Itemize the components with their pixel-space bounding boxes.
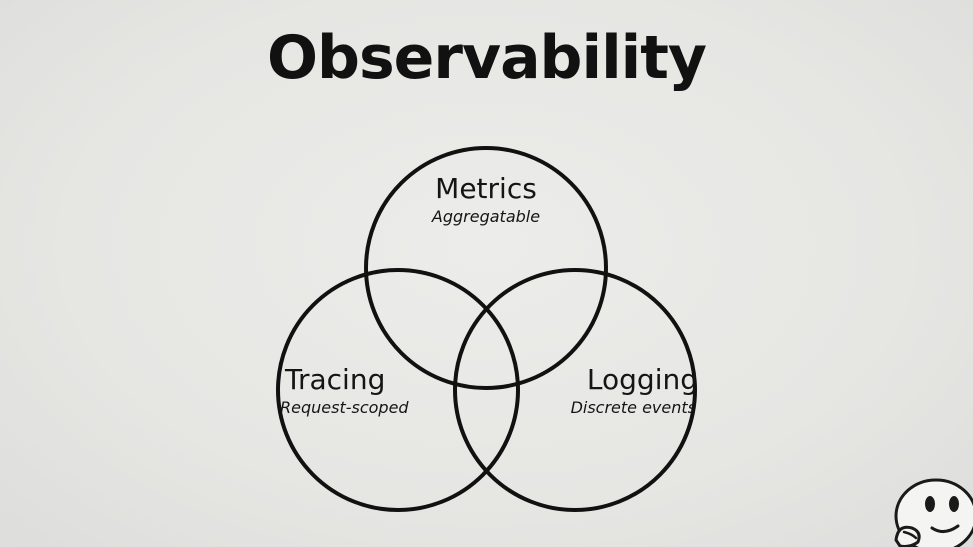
metrics-circle [364,146,608,390]
slide-title: Observability [267,23,707,93]
tracing-circle [276,268,520,512]
tracing-name: Tracing [285,363,386,396]
metrics-description: Aggregatable [431,207,541,226]
logging-circle [453,268,697,512]
thinking-face-icon [894,478,973,547]
tracing-label: Tracing Request-scoped [280,366,425,416]
metrics-label: Metrics Aggregatable [386,175,586,225]
logging-label: Logging Discrete events [548,366,698,416]
metrics-name: Metrics [435,172,537,205]
logging-description: Discrete events [570,398,696,417]
logging-name: Logging [586,363,698,396]
tracing-description: Request-scoped [280,398,409,417]
